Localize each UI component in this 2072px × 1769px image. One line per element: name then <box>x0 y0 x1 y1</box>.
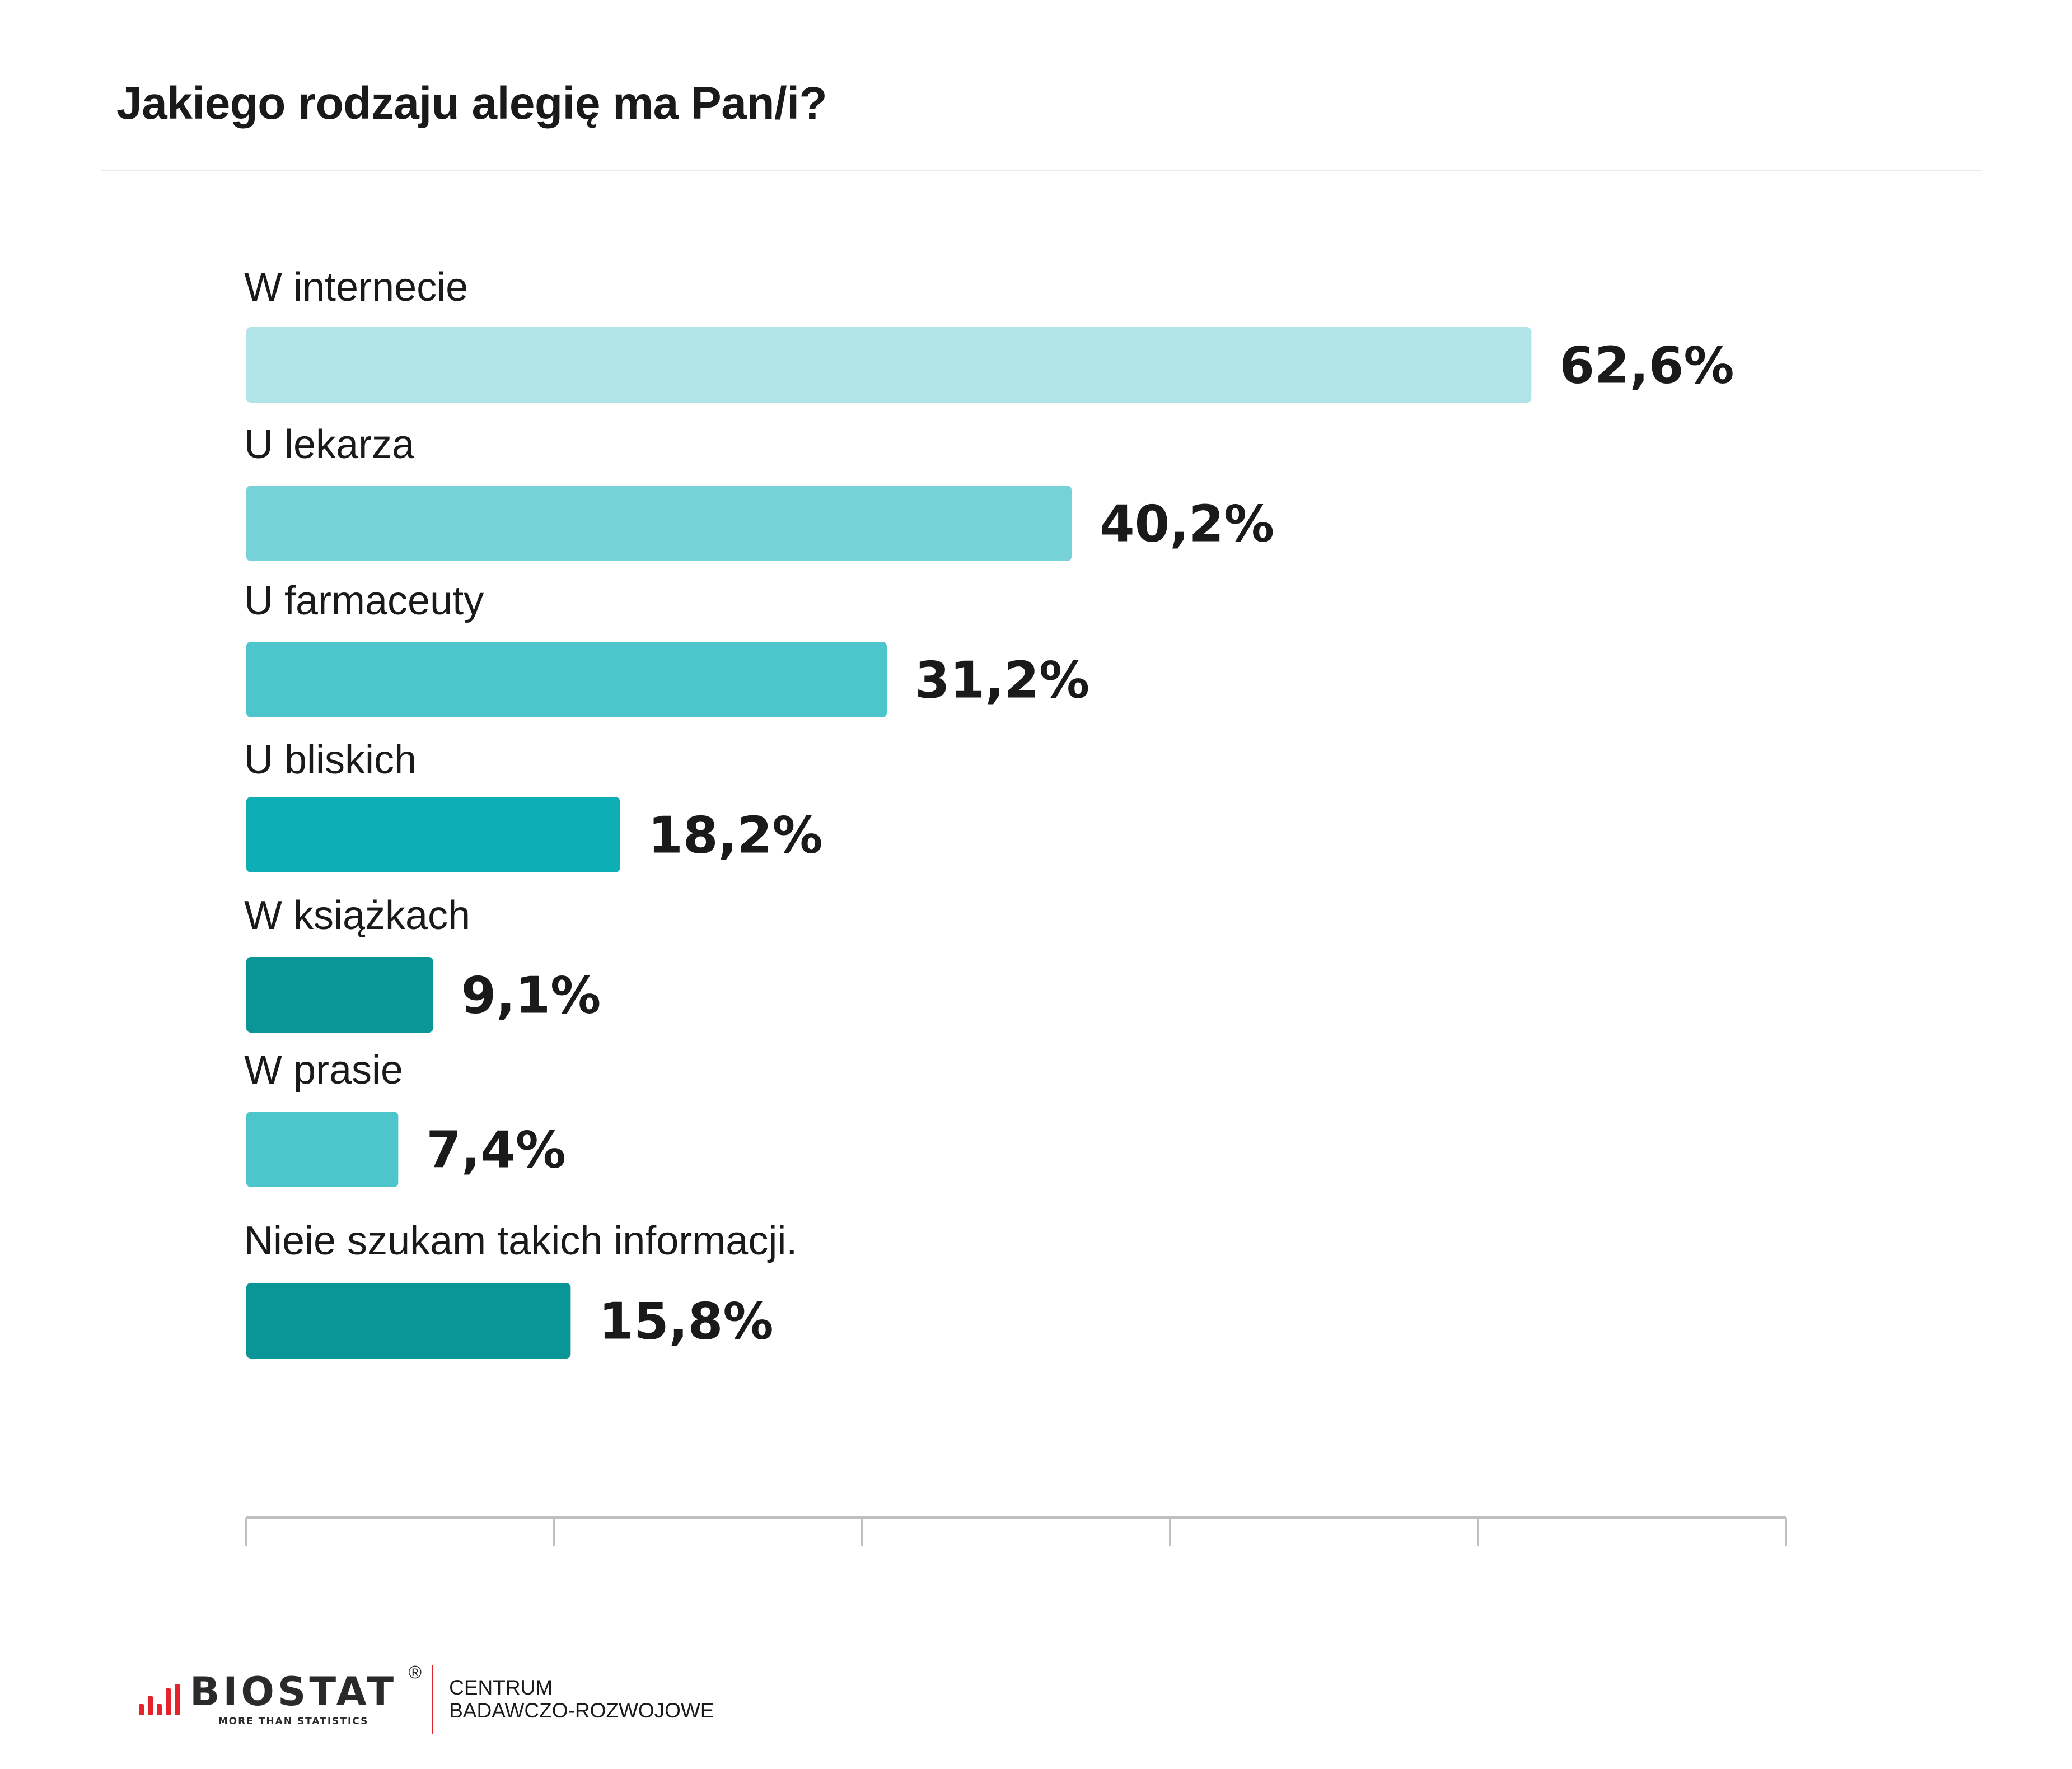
value-label: 7,4% <box>426 1121 566 1180</box>
chart-title: Jakiego rodzaju alegię ma Pan/i? <box>116 78 827 129</box>
category-label: U farmaceuty <box>244 578 484 623</box>
biostat-logo-icon <box>139 1684 180 1715</box>
centrum-text: CENTRUM BADAWCZO-ROZWOJOWE <box>449 1677 714 1722</box>
centrum-line-1: CENTRUM <box>449 1676 553 1700</box>
logo-wordmark: BIOSTAT <box>190 1669 397 1715</box>
registered-mark: ® <box>408 1662 422 1682</box>
bar <box>246 327 1532 403</box>
category-label: Nieie szukam takich informacji. <box>244 1219 797 1263</box>
category-label: W prasie <box>244 1048 403 1093</box>
category-label: U bliskich <box>244 738 417 782</box>
category-label: W internecie <box>244 265 468 310</box>
footer-separator <box>432 1665 434 1734</box>
category-label: U lekarza <box>244 422 415 467</box>
value-label: 15,8% <box>598 1292 773 1351</box>
bar <box>246 486 1072 561</box>
bars-layer: W internecie 62,6% U lekarza 40,2% U farmace… <box>244 265 1734 1359</box>
title-divider <box>101 170 1982 171</box>
bar-chart: W internecie 62,6% U lekarza 40,2% U farmace… <box>244 265 1787 1546</box>
x-axis <box>245 1516 1787 1546</box>
value-label: 40,2% <box>1100 495 1274 554</box>
logo-tagline: MORE THAN STATISTICS <box>218 1716 369 1727</box>
bar <box>246 957 433 1033</box>
value-label: 31,2% <box>915 651 1089 710</box>
bar <box>246 797 620 872</box>
footer-brand: BIOSTAT MORE THAN STATISTICS ® CENTRUM B… <box>139 1658 714 1742</box>
value-label: 9,1% <box>461 967 601 1025</box>
bar <box>246 1283 571 1359</box>
value-label: 18,2% <box>648 806 822 865</box>
centrum-line-2: BADAWCZO-ROZWOJOWE <box>449 1699 714 1722</box>
value-label: 62,6% <box>1559 337 1734 395</box>
category-label: W książkach <box>244 893 470 938</box>
bar <box>246 1112 399 1187</box>
bar <box>246 642 887 717</box>
biostat-logo: BIOSTAT MORE THAN STATISTICS ® <box>190 1662 422 1727</box>
